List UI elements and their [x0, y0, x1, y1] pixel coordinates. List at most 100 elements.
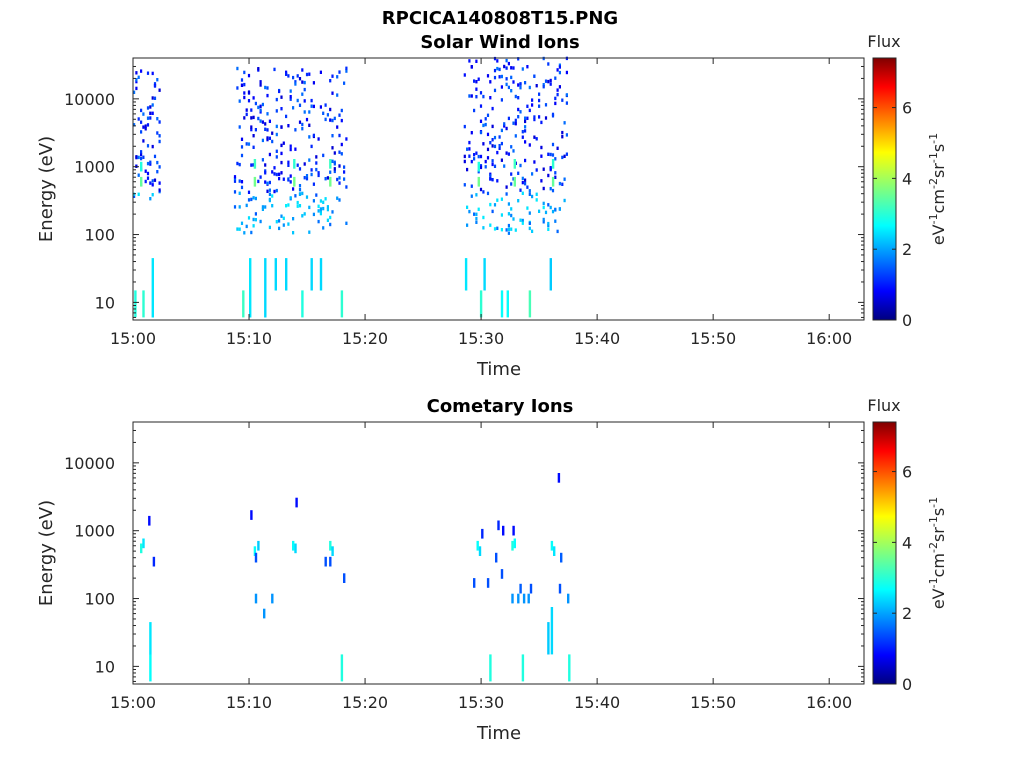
flux-cell [524, 178, 527, 182]
flux-cell [475, 212, 478, 216]
flux-cell [510, 89, 513, 93]
flux-cell [338, 133, 341, 138]
flux-cell [466, 147, 469, 151]
flux-cell [493, 75, 497, 80]
flux-cell [240, 185, 244, 190]
solar-wind-panel: Solar Wind Ions 15:00 15:10 15:20 15:30 15:4… [36, 32, 948, 380]
flux-cell [252, 145, 255, 149]
flux-cell [502, 525, 505, 536]
flux-cell [261, 102, 264, 107]
flux-cell [236, 227, 239, 231]
y-tick-label: 1000 [74, 158, 115, 177]
flux-cell [558, 70, 561, 75]
flux-cell [247, 190, 251, 194]
flux-cell [296, 74, 299, 78]
flux-cell [271, 593, 274, 604]
flux-cell [519, 163, 522, 168]
flux-cell [551, 188, 555, 193]
flux-cell [289, 89, 292, 93]
flux-cell [542, 167, 545, 171]
flux-cell [498, 67, 501, 72]
flux-cell [252, 163, 255, 167]
flux-cell [310, 104, 313, 108]
flux-cell [268, 192, 271, 196]
flux-cell [308, 205, 311, 210]
flux-cell [336, 177, 339, 182]
flux-cell [319, 105, 322, 109]
flux-cell [305, 195, 309, 199]
flux-cell [298, 184, 302, 188]
flux-cell [308, 123, 311, 127]
flux-cell [479, 187, 483, 192]
flux-cell [489, 141, 492, 145]
flux-cell [558, 63, 561, 67]
flux-cell [512, 217, 515, 221]
flux-cell [252, 134, 255, 138]
flux-cell [479, 154, 483, 159]
flux-cell [158, 181, 161, 185]
flux-cell [489, 174, 492, 178]
flux-cell [540, 154, 543, 158]
flux-cell [319, 207, 322, 211]
flux-cell [146, 106, 150, 110]
flux-cell [285, 70, 288, 74]
flux-streak [310, 258, 313, 291]
y-tick-label: 100 [84, 226, 115, 245]
flux-cell [250, 108, 253, 112]
flux-cell [305, 72, 309, 77]
flux-cell [243, 70, 246, 75]
solar-wind-title: Solar Wind Ions [420, 32, 579, 53]
flux-cell [482, 94, 485, 99]
flux-cell [475, 59, 478, 63]
flux-cell [561, 130, 564, 135]
flux-cell [252, 196, 255, 200]
flux-cell [517, 83, 520, 87]
flux-cell [510, 213, 513, 218]
flux-cell [481, 528, 484, 539]
flux-cell [473, 212, 476, 216]
flux-cell [289, 95, 292, 99]
flux-streak [301, 290, 304, 318]
flux-cell [142, 112, 145, 116]
flux-cell [298, 103, 302, 107]
flux-cell [266, 86, 269, 90]
flux-cell [144, 124, 147, 128]
flux-cell [238, 227, 241, 231]
flux-cell [558, 181, 561, 186]
flux-cell [482, 226, 485, 230]
flux-cell [491, 162, 494, 167]
flux-cell [340, 152, 343, 156]
flux-cell [540, 120, 543, 125]
flux-cell [466, 223, 469, 227]
flux-cell [240, 137, 244, 141]
flux-cell [287, 222, 290, 226]
flux-cell [524, 129, 527, 133]
flux-cell [529, 583, 533, 594]
flux-cell [266, 136, 269, 140]
flux-cell [512, 66, 515, 70]
flux-cell [333, 116, 336, 121]
flux-cell [493, 227, 497, 231]
flux-cell [271, 170, 274, 174]
flux-cell [144, 179, 147, 184]
flux-cell [475, 95, 478, 99]
flux-cell [505, 58, 508, 63]
flux-cell [505, 82, 508, 87]
flux-cell [261, 207, 264, 211]
flux-streak [285, 258, 288, 291]
flux-cell [565, 101, 568, 105]
flux-cell [338, 176, 341, 180]
flux-cell [273, 172, 276, 176]
flux-cell [324, 197, 327, 201]
flux-cell [343, 170, 346, 174]
flux-cell [473, 578, 476, 588]
flux-cell [489, 96, 492, 100]
flux-cell [535, 198, 538, 202]
flux-cell [135, 155, 138, 159]
flux-cell [540, 179, 543, 183]
flux-cell [308, 72, 311, 76]
flux-cell [254, 552, 258, 563]
solar-wind-colorbar-title: Flux [867, 32, 900, 51]
flux-cell [340, 108, 343, 113]
flux-cell [322, 200, 325, 204]
